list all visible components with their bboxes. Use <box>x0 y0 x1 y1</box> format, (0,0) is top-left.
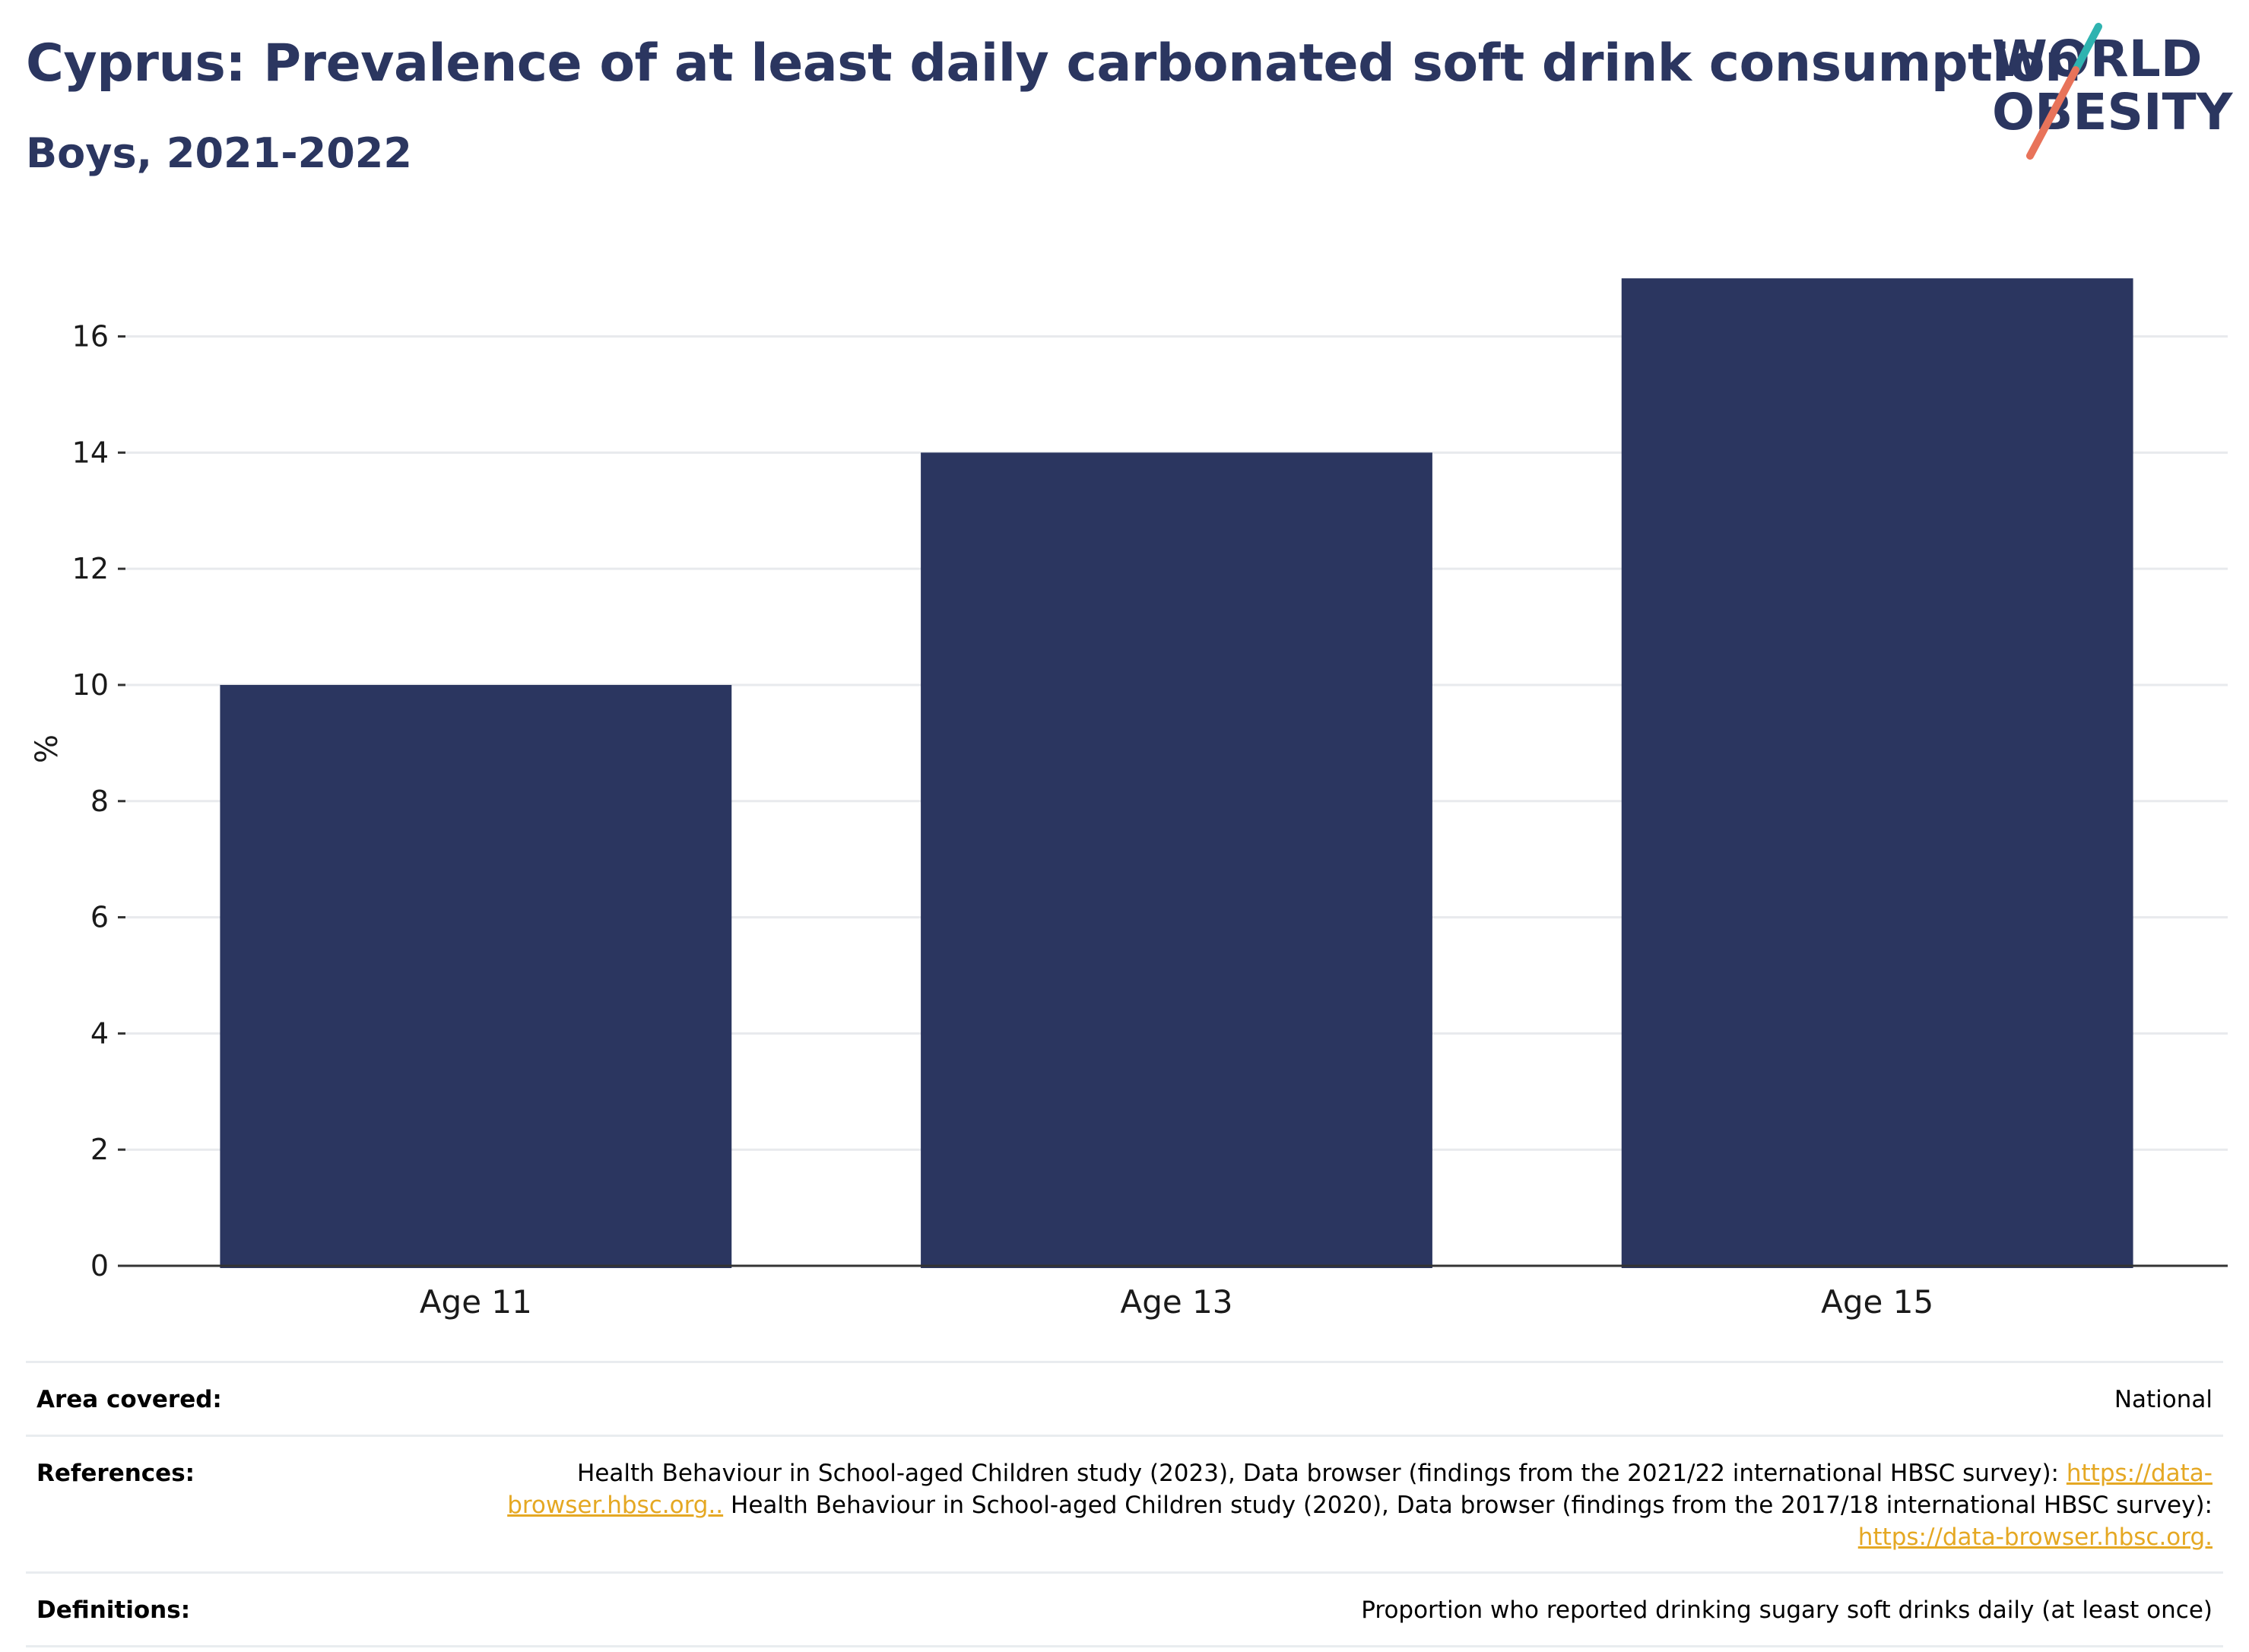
y-tick-label: 0 <box>90 1249 109 1283</box>
x-tick-label: Age 15 <box>1821 1283 1933 1321</box>
logo-slash-teal <box>2072 23 2102 74</box>
x-tick-label: Age 11 <box>420 1283 532 1321</box>
info-table: Area covered: National References: Healt… <box>26 1361 2223 1648</box>
info-row-definitions: Definitions: Proportion who reported dri… <box>26 1571 2223 1648</box>
references-text-2: Health Behaviour in School-aged Children… <box>723 1491 2213 1519</box>
bar-age-13[interactable] <box>921 452 1432 1268</box>
chart-title: Cyprus: Prevalence of at least daily car… <box>26 33 2082 94</box>
logo-text-world: WORLD <box>1992 30 2203 88</box>
references-text-1: Health Behaviour in School-aged Children… <box>577 1459 2067 1487</box>
x-tick-label: Age 13 <box>1120 1283 1232 1321</box>
definitions-value: Proportion who reported drinking sugary … <box>412 1571 2223 1648</box>
y-tick-label: 12 <box>72 552 109 585</box>
definitions-label: Definitions: <box>26 1571 412 1648</box>
references-value: Health Behaviour in School-aged Children… <box>412 1434 2223 1573</box>
bars <box>220 278 2133 1269</box>
y-tick-label: 2 <box>90 1133 109 1166</box>
y-tick-label: 6 <box>90 901 109 934</box>
y-tick-label: 16 <box>72 320 109 354</box>
references-link-1[interactable]: https://data-browser.hbsc.org.. <box>507 1459 2213 1519</box>
y-tick-label: 8 <box>90 785 109 818</box>
x-tick-labels: Age 11 Age 13 Age 15 <box>420 1283 1933 1321</box>
area-covered-value: National <box>412 1361 2223 1436</box>
info-row-area: Area covered: National <box>26 1361 2223 1436</box>
references-link-2[interactable]: https://data-browser.hbsc.org. <box>1857 1523 2213 1551</box>
y-axis-title: % <box>30 734 65 763</box>
y-tick-label: 4 <box>90 1016 109 1050</box>
y-tick-label: 14 <box>72 436 109 469</box>
logo-slash-coral <box>2026 66 2079 160</box>
references-label: References: <box>26 1434 412 1573</box>
y-tick-label: 10 <box>72 668 109 702</box>
info-row-references: References: Health Behaviour in School-a… <box>26 1434 2223 1573</box>
bar-chart: 0 2 4 6 8 10 12 14 16 Age 11 Age 13 Age 15 % <box>30 278 2228 1321</box>
y-tick-labels: 0 2 4 6 8 10 12 14 16 <box>72 320 125 1283</box>
bar-age-15[interactable] <box>1621 278 2133 1269</box>
area-covered-label: Area covered: <box>26 1361 412 1436</box>
logo-text-obesity: OBESITY <box>1992 83 2234 141</box>
bar-age-11[interactable] <box>220 684 732 1268</box>
world-obesity-logo: WORLD OBESITY <box>1992 23 2234 160</box>
chart-subtitle: Boys, 2021-2022 <box>26 129 412 177</box>
